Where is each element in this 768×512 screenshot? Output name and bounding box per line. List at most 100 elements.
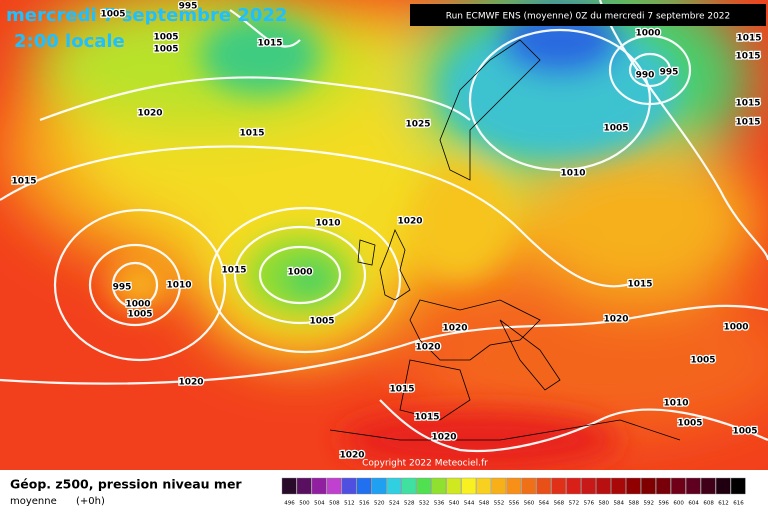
isobar-label: 1005 bbox=[603, 124, 628, 134]
isobar-labels: 995 1005 1005 1005 1015 1020 1015 1025 1015 1010 1… bbox=[10, 0, 763, 462]
colorbar-swatch bbox=[611, 477, 626, 495]
isobar-label: 1000 bbox=[635, 29, 660, 39]
isobar-label: 995 bbox=[179, 2, 198, 12]
colorbar-label: 556 bbox=[509, 501, 520, 507]
isobar-label: 1005 bbox=[153, 33, 178, 43]
colorbar-swatch bbox=[446, 477, 462, 495]
isobar-label: 1020 bbox=[431, 433, 456, 443]
time-title: 2:00 locale bbox=[14, 31, 125, 52]
colorbar-label: 596 bbox=[658, 501, 669, 507]
isobar-label: 995 bbox=[113, 283, 132, 293]
isobars bbox=[0, 0, 768, 453]
isobar-label: 1015 bbox=[414, 413, 439, 423]
colorbar-swatch bbox=[281, 477, 297, 495]
colorbar-swatch bbox=[685, 477, 701, 495]
isobar-label: 1005 bbox=[309, 317, 334, 327]
isobar-label: 1015 bbox=[389, 385, 414, 395]
colorbar-swatch bbox=[521, 477, 537, 495]
isobar-label: 1005 bbox=[153, 45, 178, 55]
isobar-label: 1020 bbox=[178, 378, 203, 388]
colorbar-swatch bbox=[581, 477, 596, 495]
colorbar-label: 516 bbox=[359, 501, 370, 507]
isobar-label: 1015 bbox=[11, 177, 36, 187]
colorbar-swatch bbox=[341, 477, 357, 495]
colorbar-label: 568 bbox=[554, 501, 565, 507]
colorbar-swatch bbox=[371, 477, 387, 495]
isobar-label: 1020 bbox=[397, 217, 422, 227]
colorbar-label: 524 bbox=[389, 501, 400, 507]
isobar-label: 1015 bbox=[627, 280, 652, 290]
colorbar-label: 496 bbox=[284, 501, 295, 507]
isobar-label: 1005 bbox=[690, 356, 715, 366]
colorbar-swatch bbox=[655, 477, 671, 495]
isobar-label: 1015 bbox=[735, 52, 760, 62]
colorbar-label: 612 bbox=[718, 501, 729, 507]
colorbar-label: 600 bbox=[673, 501, 684, 507]
colorbar-swatch bbox=[715, 477, 731, 495]
colorbar-label: 616 bbox=[733, 501, 744, 507]
colorbar-swatch bbox=[700, 477, 716, 495]
colorbar-label: 544 bbox=[464, 501, 475, 507]
colorbar-label: 536 bbox=[434, 501, 445, 507]
footer-title: Géop. z500, pression niveau mer bbox=[10, 477, 242, 492]
colorbar-swatch bbox=[566, 477, 581, 495]
date-title: mercredi 7 septembre 2022 bbox=[6, 5, 287, 26]
colorbar-label: 504 bbox=[314, 501, 325, 507]
isobar-label: 1020 bbox=[603, 315, 628, 325]
isobar-label: 1015 bbox=[735, 118, 760, 128]
colorbar-label: 520 bbox=[374, 501, 385, 507]
colorbar-swatch bbox=[551, 477, 566, 495]
map bbox=[0, 0, 768, 470]
colorbar: 496 500 504 508 512 516 520 524 528 532 536 540 544 5… bbox=[281, 477, 746, 507]
colorbar-label: 560 bbox=[524, 501, 535, 507]
colorbar-swatch bbox=[401, 477, 417, 495]
colorbar-label: 508 bbox=[329, 501, 340, 507]
colorbar-swatch bbox=[326, 477, 342, 495]
colorbar-label: 580 bbox=[599, 501, 610, 507]
colorbar-swatch bbox=[311, 477, 327, 495]
isobar-label: 1000 bbox=[723, 323, 748, 333]
isobar-label: 1005 bbox=[100, 10, 125, 20]
colorbar-label: 572 bbox=[569, 501, 580, 507]
colorbar-label: 576 bbox=[584, 501, 595, 507]
isobar-label: 990 bbox=[636, 71, 655, 81]
isobar-label: 1025 bbox=[405, 120, 430, 130]
isobar-label: 1015 bbox=[736, 34, 761, 44]
colorbar-swatch bbox=[416, 477, 432, 495]
isobar-label: 1010 bbox=[166, 281, 191, 291]
colorbar-swatch bbox=[296, 477, 312, 495]
colorbar-swatch bbox=[491, 477, 507, 495]
colorbar-swatch bbox=[596, 477, 611, 495]
colorbar-label: 548 bbox=[479, 501, 490, 507]
isobar-label: 1015 bbox=[239, 129, 264, 139]
colorbar-label: 604 bbox=[688, 501, 699, 507]
colorbar-swatch bbox=[641, 477, 656, 495]
isobar-label: 1010 bbox=[560, 169, 585, 179]
copyright: Copyright 2022 Meteociel.fr bbox=[362, 459, 488, 469]
isobar-label: 1015 bbox=[257, 39, 282, 49]
colorbar-label: 584 bbox=[614, 501, 625, 507]
isobar-label: 1005 bbox=[677, 419, 702, 429]
colorbar-label: 564 bbox=[539, 501, 550, 507]
colorbar-label: 540 bbox=[449, 501, 460, 507]
colorbar-label: 552 bbox=[494, 501, 505, 507]
colorbar-label: 500 bbox=[299, 501, 310, 507]
colorbar-swatch bbox=[476, 477, 492, 495]
isobar-label: 1015 bbox=[221, 266, 246, 276]
coastlines bbox=[329, 39, 681, 441]
isobar-label: 1000 bbox=[125, 300, 150, 310]
colorbar-label: 588 bbox=[628, 501, 639, 507]
isobar-label: 1010 bbox=[315, 219, 340, 229]
isobar-label: 1020 bbox=[442, 324, 467, 334]
colorbar-swatch bbox=[536, 477, 552, 495]
colorbar-swatch bbox=[626, 477, 641, 495]
footer-subtitle: moyenne bbox=[10, 496, 57, 507]
colorbar-label: 608 bbox=[703, 501, 714, 507]
isobar-label: 1010 bbox=[663, 399, 688, 409]
isobar-label: 1020 bbox=[137, 109, 162, 119]
colorbar-swatch bbox=[730, 477, 746, 495]
run-label: Run ECMWF ENS (moyenne) 0Z du mercredi 7… bbox=[446, 12, 731, 22]
colorbar-swatch bbox=[386, 477, 402, 495]
